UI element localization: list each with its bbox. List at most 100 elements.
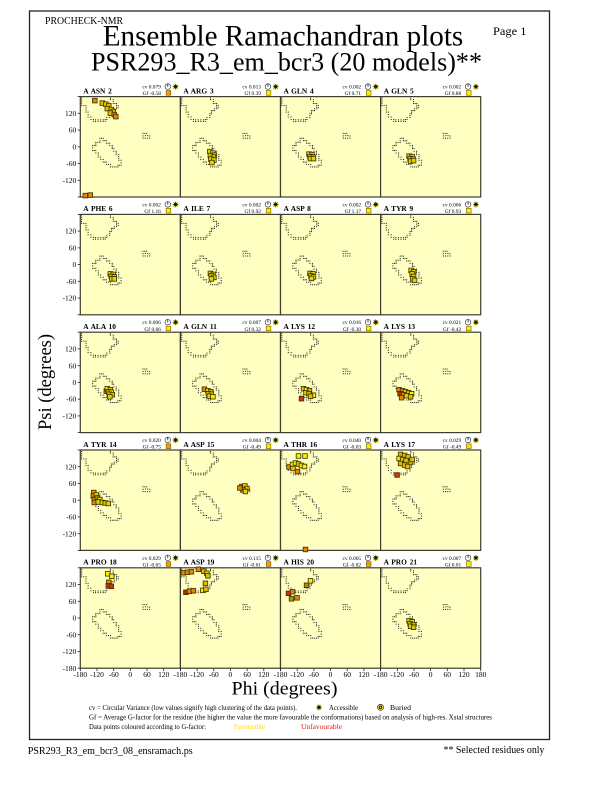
svg-text:A ALA 10: A ALA 10 <box>83 322 116 331</box>
svg-text:cv 0.029: cv 0.029 <box>443 438 462 444</box>
svg-text:cv 0.021: cv 0.021 <box>443 320 462 326</box>
svg-text:Gf 0.71: Gf 0.71 <box>345 90 362 97</box>
svg-text:120: 120 <box>65 227 77 236</box>
svg-text:A LYS 17: A LYS 17 <box>384 440 416 449</box>
svg-text:A GLN 11: A GLN 11 <box>183 322 217 331</box>
svg-text:PSR293_R3_em_bcr3 (20 models)*: PSR293_R3_em_bcr3 (20 models)** <box>91 47 482 77</box>
svg-text:cv 0.002: cv 0.002 <box>343 85 362 91</box>
svg-text:-120: -120 <box>390 670 404 679</box>
svg-text:0: 0 <box>329 670 333 679</box>
svg-text:-60: -60 <box>66 159 76 168</box>
svg-text:A ASP 19: A ASP 19 <box>183 558 214 567</box>
svg-text:Phi (degrees): Phi (degrees) <box>232 679 338 700</box>
svg-text:Favourable: Favourable <box>234 724 265 731</box>
svg-text:-120: -120 <box>63 529 77 538</box>
svg-text:Unfavourable: Unfavourable <box>301 724 342 731</box>
svg-text:PROCHECK-NMR: PROCHECK-NMR <box>45 15 124 27</box>
svg-text:0: 0 <box>128 670 132 679</box>
svg-text:120: 120 <box>258 670 270 679</box>
svg-text:Gf 1.16: Gf 1.16 <box>144 208 161 215</box>
svg-text:0: 0 <box>73 142 77 151</box>
svg-text:cv 0.020: cv 0.020 <box>142 438 161 444</box>
svg-text:A ARG 3: A ARG 3 <box>183 86 213 95</box>
svg-text:120: 120 <box>458 670 470 679</box>
svg-text:Gf 0.39: Gf 0.39 <box>245 90 262 97</box>
svg-text:Gf -0.61: Gf -0.61 <box>243 561 262 568</box>
svg-text:-60: -60 <box>209 670 219 679</box>
svg-text:-120: -120 <box>290 670 304 679</box>
svg-text:-120: -120 <box>190 670 204 679</box>
svg-text:cv 0.007: cv 0.007 <box>443 556 462 562</box>
svg-text:-120: -120 <box>63 294 77 303</box>
svg-text:0: 0 <box>429 670 433 679</box>
svg-text:A ASN 2: A ASN 2 <box>83 86 112 95</box>
svg-text:Gf 0.92: Gf 0.92 <box>245 208 262 215</box>
svg-text:180: 180 <box>475 670 487 679</box>
svg-text:** Selected residues only: ** Selected residues only <box>444 745 546 756</box>
svg-text:-60: -60 <box>66 395 76 404</box>
svg-text:Gf 1.17: Gf 1.17 <box>345 208 362 215</box>
svg-text:cv 0.002: cv 0.002 <box>242 202 261 208</box>
svg-text:cv 0.002: cv 0.002 <box>142 202 161 208</box>
svg-text:Gf = Average G-factor for the: Gf = Average G-factor for the residue (t… <box>89 714 492 721</box>
svg-text:-120: -120 <box>63 412 77 421</box>
svg-text:120: 120 <box>65 580 77 589</box>
svg-text:60: 60 <box>69 361 77 370</box>
svg-text:A ILE 7: A ILE 7 <box>183 204 210 213</box>
svg-text:Buried: Buried <box>390 705 412 712</box>
svg-text:Gf -0.42: Gf -0.42 <box>443 326 462 333</box>
svg-text:cv = Circular Variance (low va: cv = Circular Variance (low values signi… <box>89 705 297 712</box>
svg-text:A GLN 4: A GLN 4 <box>284 86 314 95</box>
svg-text:Psi (degrees): Psi (degrees) <box>35 334 56 430</box>
svg-text:cv 0.006: cv 0.006 <box>443 202 462 208</box>
svg-text:120: 120 <box>65 109 77 118</box>
svg-text:PSR293_R3_em_bcr3_08_ensramach: PSR293_R3_em_bcr3_08_ensramach.ps <box>28 746 193 757</box>
svg-text:120: 120 <box>158 670 170 679</box>
svg-text:A ASP 8: A ASP 8 <box>284 204 312 213</box>
svg-text:0: 0 <box>73 260 77 269</box>
svg-text:Data points coloured according: Data points coloured according to G-fact… <box>89 724 206 731</box>
svg-text:60: 60 <box>69 126 77 135</box>
svg-text:cv 0.115: cv 0.115 <box>243 556 262 562</box>
svg-text:-180: -180 <box>73 670 87 679</box>
svg-text:-60: -60 <box>66 513 76 522</box>
svg-text:120: 120 <box>358 670 370 679</box>
svg-text:Gf -0.49: Gf -0.49 <box>443 444 462 451</box>
svg-text:Gf -0.58: Gf -0.58 <box>143 90 162 97</box>
svg-text:-120: -120 <box>63 647 77 656</box>
svg-text:cv 0.079: cv 0.079 <box>142 85 161 91</box>
svg-text:-180: -180 <box>274 670 288 679</box>
svg-text:A LYS 13: A LYS 13 <box>384 322 416 331</box>
svg-text:A PRO 21: A PRO 21 <box>384 558 418 567</box>
svg-text:cv 0.002: cv 0.002 <box>343 202 362 208</box>
svg-text:-60: -60 <box>409 670 419 679</box>
svg-text:60: 60 <box>69 597 77 606</box>
svg-text:Gf -0.75: Gf -0.75 <box>143 444 162 451</box>
svg-text:cv 0.006: cv 0.006 <box>142 320 161 326</box>
svg-text:Gf -0.30: Gf -0.30 <box>343 326 362 333</box>
svg-text:cv 0.007: cv 0.007 <box>242 320 261 326</box>
svg-text:A LYS 12: A LYS 12 <box>284 322 316 331</box>
svg-text:Gf 0.93: Gf 0.93 <box>445 208 462 215</box>
svg-text:Gf -0.03: Gf -0.03 <box>343 444 362 451</box>
svg-text:60: 60 <box>444 670 452 679</box>
svg-text:-120: -120 <box>63 176 77 185</box>
svg-text:cv 0.065: cv 0.065 <box>343 556 362 562</box>
svg-text:60: 60 <box>343 670 351 679</box>
svg-text:Gf -0.65: Gf -0.65 <box>143 561 162 568</box>
svg-text:-60: -60 <box>309 670 319 679</box>
svg-text:-180: -180 <box>63 664 77 673</box>
svg-text:A PRO 18: A PRO 18 <box>83 558 117 567</box>
svg-text:0: 0 <box>73 496 77 505</box>
svg-text:120: 120 <box>65 345 77 354</box>
svg-text:120: 120 <box>65 462 77 471</box>
svg-text:A ASP 15: A ASP 15 <box>183 440 214 449</box>
svg-text:-180: -180 <box>174 670 188 679</box>
svg-text:Ensemble Ramachandran plots: Ensemble Ramachandran plots <box>103 21 464 53</box>
svg-text:Gf 0.66: Gf 0.66 <box>144 326 161 333</box>
svg-text:0: 0 <box>229 670 233 679</box>
svg-text:60: 60 <box>143 670 151 679</box>
svg-text:0: 0 <box>73 378 77 387</box>
svg-text:cv 0.004: cv 0.004 <box>242 438 261 444</box>
svg-text:Gf -0.49: Gf -0.49 <box>243 444 262 451</box>
